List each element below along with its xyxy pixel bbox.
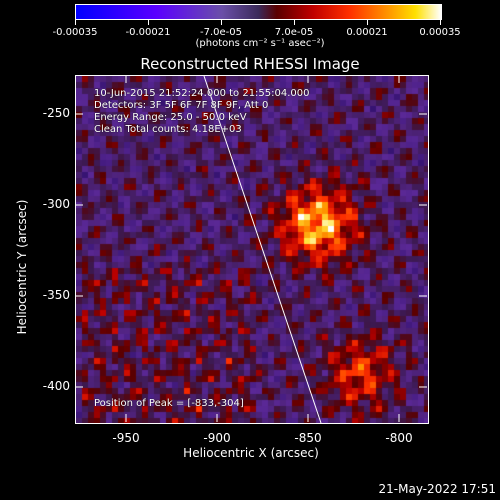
energy-range: Energy Range: 25.0 - 50.0 keV xyxy=(94,112,247,123)
colorbar-tick xyxy=(148,19,149,25)
limb-overlay xyxy=(203,76,322,423)
colorbar-tick xyxy=(75,19,76,25)
y-tick-label: -300 xyxy=(42,197,70,211)
y-tick-label: -350 xyxy=(42,288,70,302)
colorbar-label: -0.00021 xyxy=(125,27,171,38)
solar-limb-line xyxy=(203,76,322,423)
y-axis-label: Heliocentric Y (arcsec) xyxy=(15,199,29,335)
peak-position: Position of Peak = [-833,-304] xyxy=(94,398,244,409)
y-tick-label: -250 xyxy=(42,106,70,120)
detectors: Detectors: 3F 5F 6F 7F 8F 9F, Att 0 xyxy=(94,100,269,111)
time-range: 10-Jun-2015 21:52:24.000 to 21:55:04.000 xyxy=(94,88,310,99)
timestamp: 21-May-2022 17:51 xyxy=(378,482,496,496)
clean-counts: Clean Total counts: 4.18E+03 xyxy=(94,124,242,135)
y-tick-label: -400 xyxy=(42,379,70,393)
heatmap-canvas xyxy=(76,76,428,423)
colorbar-label: 7.0e-05 xyxy=(274,27,314,38)
colorbar-tick xyxy=(367,19,368,25)
axis-ticks xyxy=(75,75,427,422)
colorbar xyxy=(75,4,442,20)
colorbar-tick xyxy=(440,19,441,25)
x-axis-label: Heliocentric X (arcsec) xyxy=(183,446,319,460)
rhessi-image-plot: 10-Jun-2015 21:52:24.000 to 21:55:04.000… xyxy=(75,75,429,424)
colorbar-units: (photons cm⁻² s⁻¹ asec⁻²) xyxy=(195,38,325,49)
colorbar-label: 0.00021 xyxy=(346,27,388,38)
colorbar-label: -7.0e-05 xyxy=(200,27,242,38)
colorbar-label: -0.00035 xyxy=(52,27,98,38)
x-tick-label: -800 xyxy=(385,431,413,445)
x-tick-label: -850 xyxy=(294,431,322,445)
x-tick-label: -900 xyxy=(203,431,231,445)
colorbar-tick xyxy=(221,19,222,25)
colorbar-tick xyxy=(294,19,295,25)
image-title: Reconstructed RHESSI Image xyxy=(140,55,360,73)
x-tick-label: -950 xyxy=(112,431,140,445)
colorbar-label: 0.00035 xyxy=(419,27,461,38)
